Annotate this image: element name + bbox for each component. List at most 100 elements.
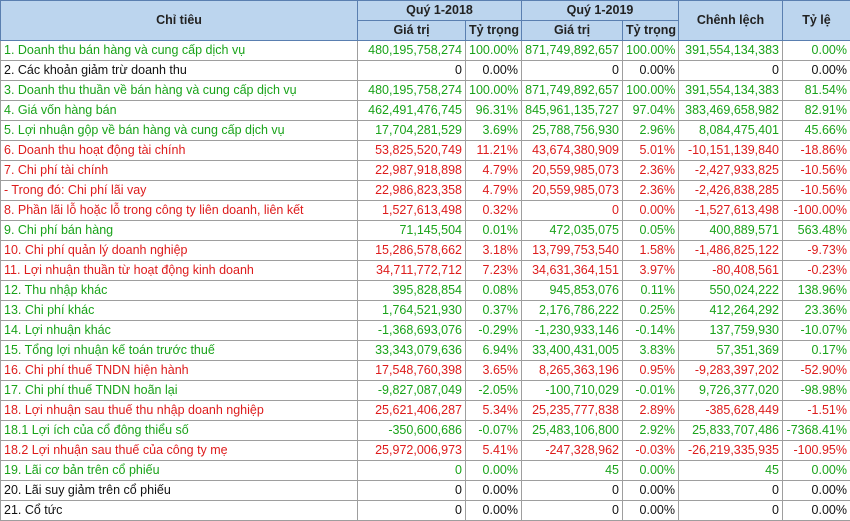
value-2018-cell: 462,491,476,745 — [357, 100, 466, 121]
row-label-cell: 21. Cổ tức — [0, 500, 358, 521]
difference-cell: 383,469,658,982 — [678, 100, 783, 121]
header-row-sub: Giá trị Tỷ trọng Giá trị Tỷ trọng — [1, 20, 850, 41]
value-2019-cell: 845,961,135,727 — [521, 100, 623, 121]
value-2019-cell: -1,230,933,146 — [521, 320, 623, 341]
weight-2019-cell: 100.00% — [622, 40, 679, 61]
weight-2019-cell: 5.01% — [622, 140, 679, 161]
difference-cell: -1,527,613,498 — [678, 200, 783, 221]
difference-cell: -10,151,139,840 — [678, 140, 783, 161]
ratio-cell: -52.90% — [782, 360, 850, 381]
weight-2019-cell: 0.95% — [622, 360, 679, 381]
header-q2018: Quý 1-2018 — [357, 0, 522, 21]
table-row: 3. Doanh thu thuần về bán hàng và cung c… — [0, 80, 850, 101]
weight-2019-cell: 3.97% — [622, 260, 679, 281]
difference-cell: -2,426,838,285 — [678, 180, 783, 201]
value-2019-cell: 945,853,076 — [521, 280, 623, 301]
weight-2019-cell: 0.00% — [622, 480, 679, 501]
header-ratio: Tỷ lệ — [782, 0, 850, 41]
weight-2019-cell: 0.25% — [622, 300, 679, 321]
weight-2019-cell: 0.00% — [622, 60, 679, 81]
row-label-cell: - Trong đó: Chi phí lãi vay — [0, 180, 358, 201]
ratio-cell: 138.96% — [782, 280, 850, 301]
value-2018-cell: 17,704,281,529 — [357, 120, 466, 141]
value-2019-cell: 34,631,364,151 — [521, 260, 623, 281]
table-row: 19. Lãi cơ bản trên cổ phiếu 0 0.00% 45 0.00… — [0, 460, 850, 481]
row-label-cell: 18.2 Lợi nhuận sau thuế của công ty mẹ — [0, 440, 358, 461]
weight-2019-cell: 3.83% — [622, 340, 679, 361]
header-row-top: Chỉ tiêu Quý 1-2018 Quý 1-2019 Chênh lệc… — [0, 0, 850, 41]
row-label-cell: 10. Chi phí quản lý doanh nghiệp — [0, 240, 358, 261]
weight-2018-cell: 0.00% — [465, 480, 522, 501]
table-row: 9. Chi phí bán hàng 71,145,504 0.01% 472,03… — [0, 220, 850, 241]
weight-2019-cell: 1.58% — [622, 240, 679, 261]
table-row: 8. Phần lãi lỗ hoặc lỗ trong công ty liê… — [0, 200, 850, 221]
weight-2019-cell: 0.00% — [622, 500, 679, 521]
value-2019-cell: 25,788,756,930 — [521, 120, 623, 141]
row-label-cell: 9. Chi phí bán hàng — [0, 220, 358, 241]
weight-2018-cell: 0.08% — [465, 280, 522, 301]
value-2018-cell: 0 — [357, 480, 466, 501]
row-label-cell: 3. Doanh thu thuần về bán hàng và cung c… — [0, 80, 358, 101]
value-2019-cell: 871,749,892,657 — [521, 40, 623, 61]
difference-cell: -2,427,933,825 — [678, 160, 783, 181]
value-2019-cell: 33,400,431,005 — [521, 340, 623, 361]
ratio-cell: -10.56% — [782, 160, 850, 181]
row-label-cell: 5. Lợi nhuận gộp về bán hàng và cung cấp… — [0, 120, 358, 141]
value-2018-cell: 1,764,521,930 — [357, 300, 466, 321]
value-2018-cell: 395,828,854 — [357, 280, 466, 301]
value-2019-cell: 472,035,075 — [521, 220, 623, 241]
ratio-cell: -18.86% — [782, 140, 850, 161]
weight-2018-cell: 0.32% — [465, 200, 522, 221]
value-2019-cell: 2,176,786,222 — [521, 300, 623, 321]
value-2018-cell: 1,527,613,498 — [357, 200, 466, 221]
table-row: 11. Lợi nhuận thuần từ hoạt động kinh do… — [0, 260, 850, 281]
value-2018-cell: -1,368,693,076 — [357, 320, 466, 341]
value-2018-cell: 25,972,006,973 — [357, 440, 466, 461]
weight-2018-cell: 3.69% — [465, 120, 522, 141]
table-row: 21. Cổ tức 0 0.00% 0 0.00% 0 0.00% — [0, 500, 850, 521]
value-2018-cell: 34,711,772,712 — [357, 260, 466, 281]
table-row: 17. Chi phí thuế TNDN hoãn lại -9,827,087… — [0, 380, 850, 401]
value-2019-cell: 0 — [521, 480, 623, 501]
value-2019-cell: 0 — [521, 60, 623, 81]
ratio-cell: 563.48% — [782, 220, 850, 241]
ratio-cell: -0.23% — [782, 260, 850, 281]
value-2018-cell: 33,343,079,636 — [357, 340, 466, 361]
value-2019-cell: -247,328,962 — [521, 440, 623, 461]
ratio-cell: 0.00% — [782, 480, 850, 501]
value-2019-cell: -100,710,029 — [521, 380, 623, 401]
difference-cell: 8,084,475,401 — [678, 120, 783, 141]
row-label-cell: 8. Phần lãi lỗ hoặc lỗ trong công ty liê… — [0, 200, 358, 221]
table-row: 15. Tổng lợi nhuận kế toán trước thuế 33,… — [0, 340, 850, 361]
value-2019-cell: 43,674,380,909 — [521, 140, 623, 161]
header-q2019: Quý 1-2019 — [521, 0, 679, 21]
weight-2019-cell: 0.00% — [622, 200, 679, 221]
difference-cell: 0 — [678, 60, 783, 81]
ratio-cell: -10.07% — [782, 320, 850, 341]
header-value-2018: Giá trị — [357, 20, 466, 41]
row-label-cell: 12. Thu nhập khác — [0, 280, 358, 301]
weight-2018-cell: -0.29% — [465, 320, 522, 341]
table-row: 18.1 Lợi ích của cổ đông thiểu số -350,60… — [0, 420, 850, 441]
weight-2019-cell: 97.04% — [622, 100, 679, 121]
table-row: 14. Lợi nhuận khác -1,368,693,076 -0.29% -1… — [0, 320, 850, 341]
value-2019-cell: 20,559,985,073 — [521, 160, 623, 181]
difference-cell: 400,889,571 — [678, 220, 783, 241]
weight-2018-cell: 11.21% — [465, 140, 522, 161]
weight-2019-cell: 0.11% — [622, 280, 679, 301]
weight-2018-cell: 100.00% — [465, 80, 522, 101]
difference-cell: -1,486,825,122 — [678, 240, 783, 261]
difference-cell: 0 — [678, 500, 783, 521]
weight-2019-cell: -0.01% — [622, 380, 679, 401]
weight-2019-cell: 2.89% — [622, 400, 679, 421]
weight-2018-cell: 0.00% — [465, 60, 522, 81]
header-weight-2019: Tỷ trọng — [622, 20, 679, 41]
ratio-cell: -7368.41% — [782, 420, 850, 441]
weight-2019-cell: 2.36% — [622, 160, 679, 181]
row-label-cell: 18.1 Lợi ích của cổ đông thiểu số — [0, 420, 358, 441]
table-row: 16. Chi phí thuế TNDN hiện hành 17,548,76… — [0, 360, 850, 381]
difference-cell: 0 — [678, 480, 783, 501]
weight-2018-cell: 96.31% — [465, 100, 522, 121]
difference-cell: 9,726,377,020 — [678, 380, 783, 401]
weight-2018-cell: 3.18% — [465, 240, 522, 261]
